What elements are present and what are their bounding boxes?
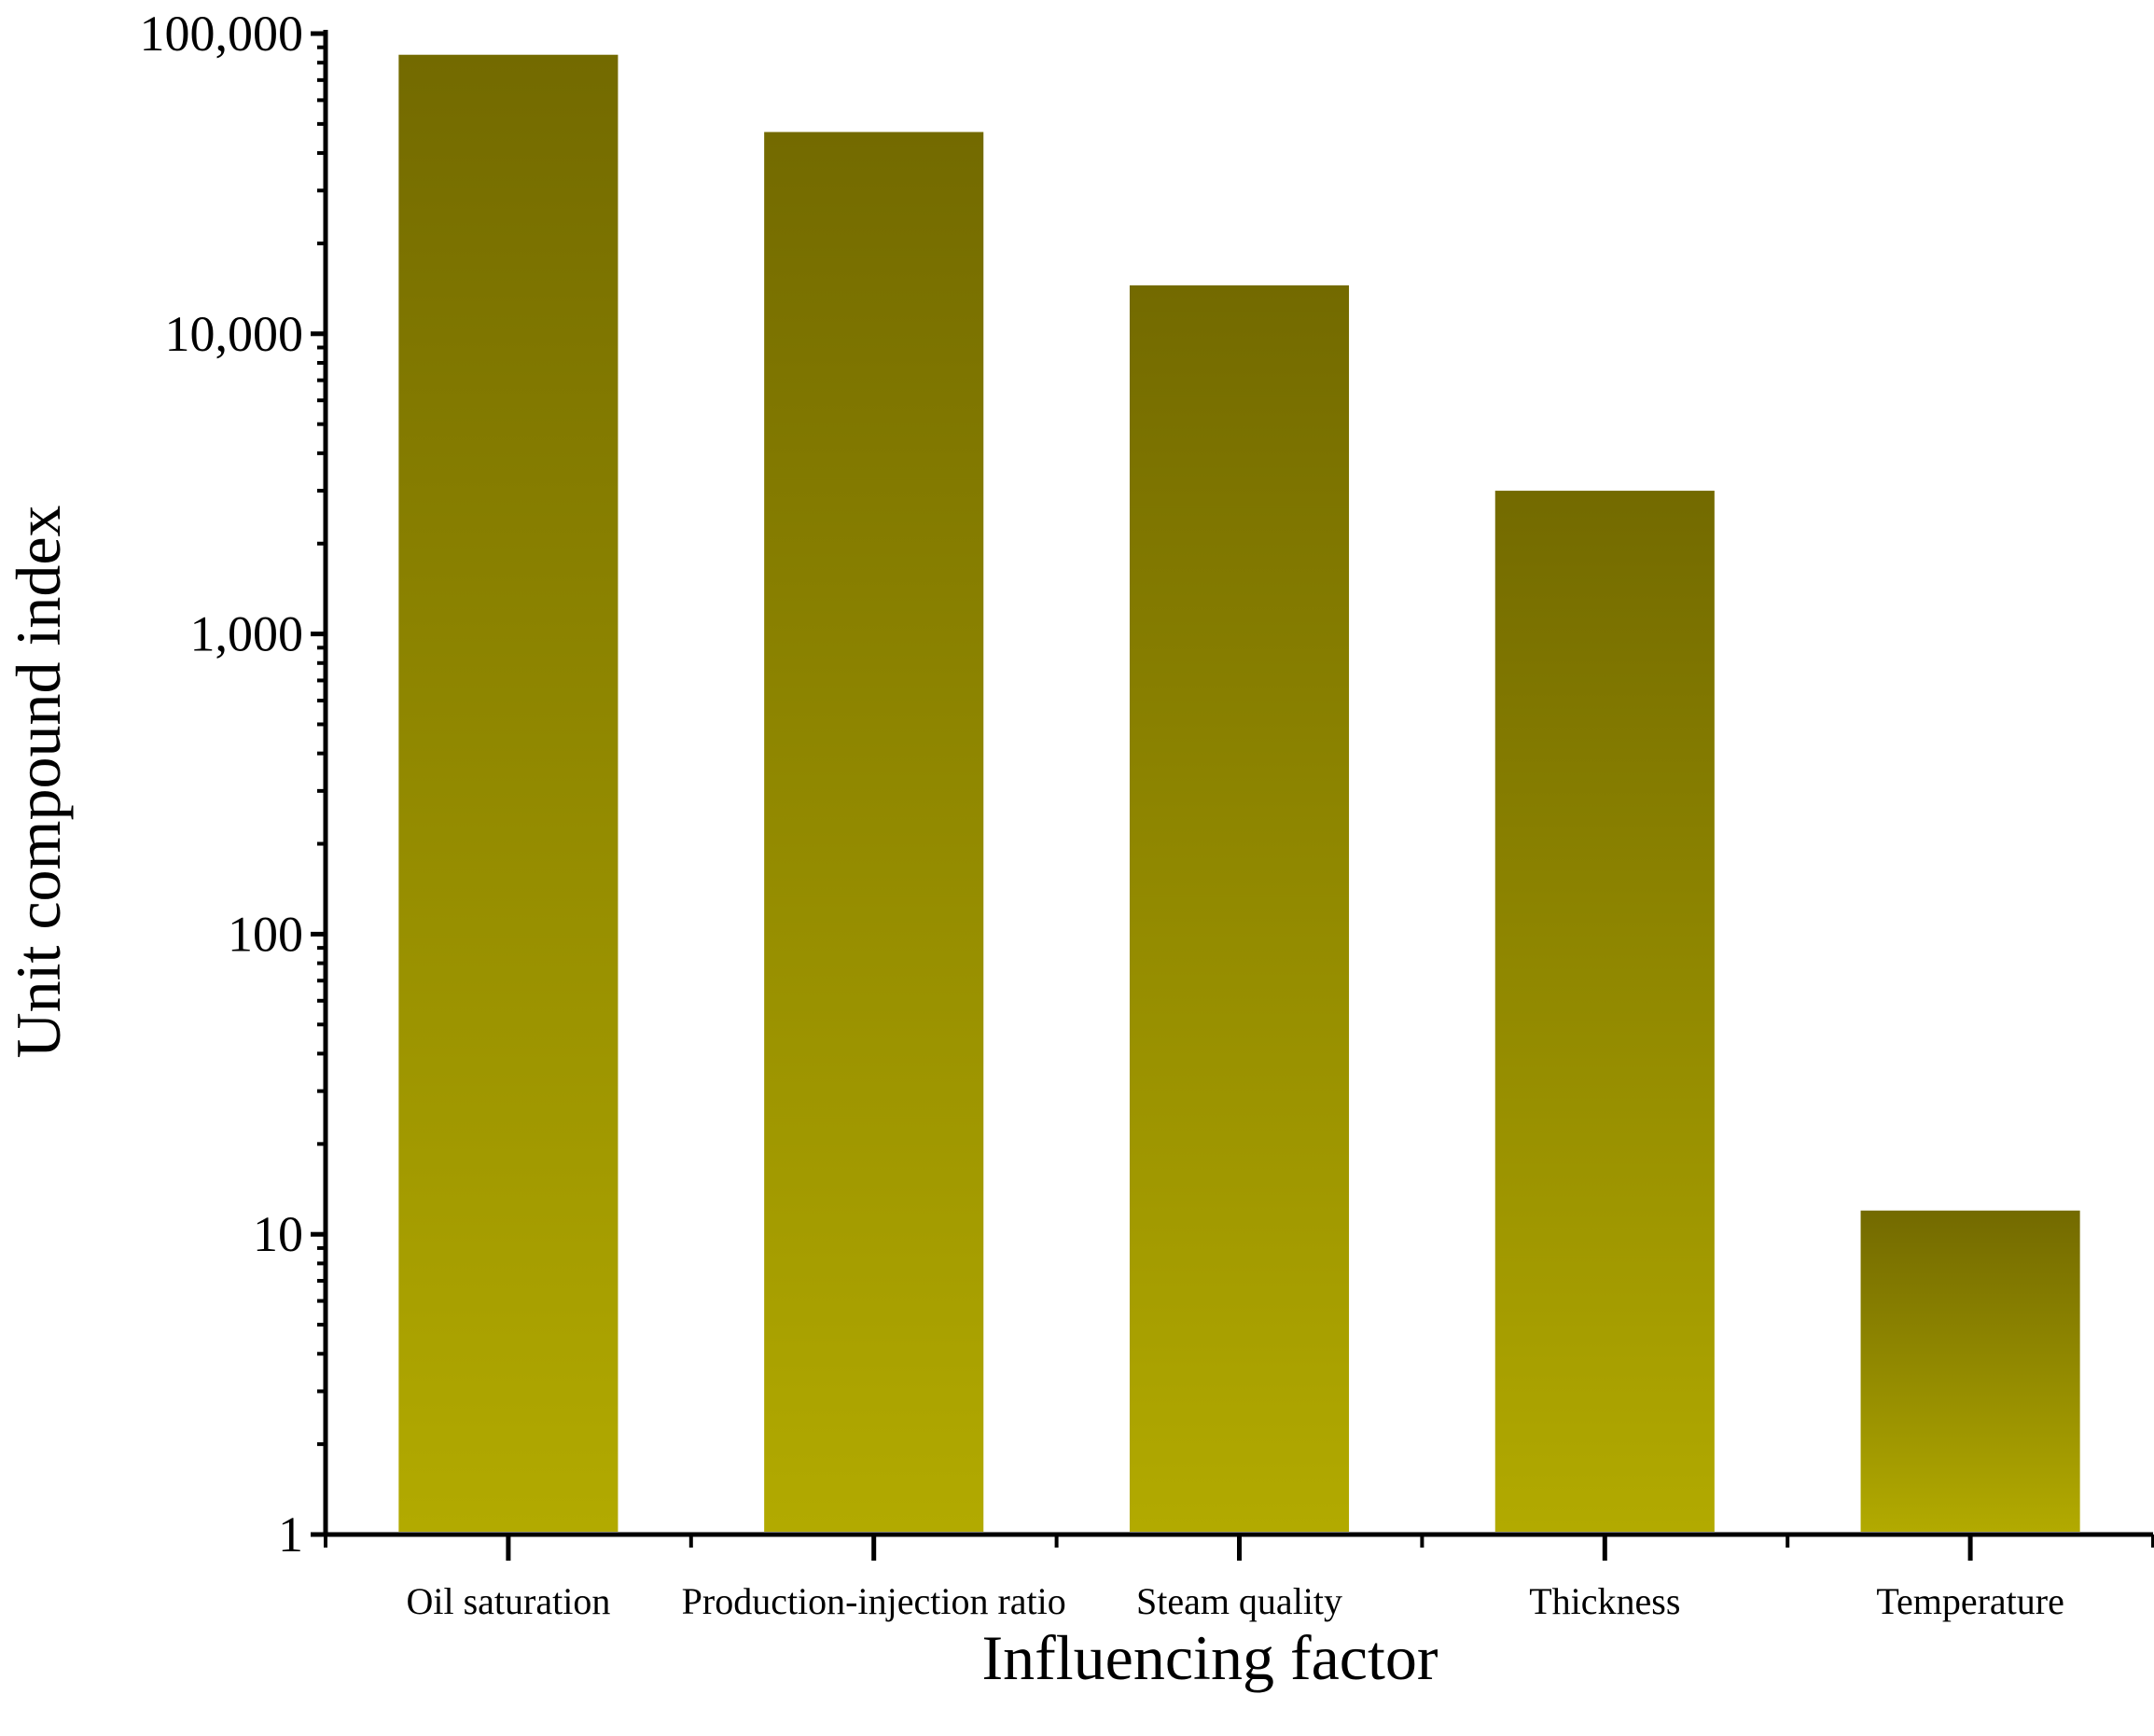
y-tick-label: 100,000 [140, 6, 304, 62]
bar [1860, 1210, 2080, 1532]
bar [1129, 285, 1350, 1532]
y-tick-label: 10,000 [165, 306, 304, 362]
x-tick-label: Temperature [1876, 1580, 2064, 1622]
x-axis: Oil saturation Production-injection ratio… [324, 1532, 2154, 1622]
x-tick-label: Steam quality [1136, 1580, 1342, 1622]
x-tick-label: Production-injection ratio [682, 1580, 1066, 1622]
bar [398, 54, 618, 1532]
y-tick-label: 100 [228, 906, 303, 962]
x-axis-title: Influencing factor [982, 1622, 1438, 1693]
y-axis: 1 10 100 1,000 10,000 100,000 [140, 6, 328, 1562]
x-tick-label: Thickness [1529, 1580, 1680, 1622]
bar [764, 132, 984, 1532]
y-axis-title: Unit compound index [3, 505, 74, 1058]
y-tick-label: 1,000 [190, 606, 304, 662]
y-tick-label: 10 [253, 1206, 303, 1262]
bar [1494, 491, 1715, 1532]
x-tick-label: Oil saturation [406, 1580, 610, 1622]
y-tick-label: 1 [278, 1507, 303, 1562]
bars-group [398, 54, 2080, 1532]
